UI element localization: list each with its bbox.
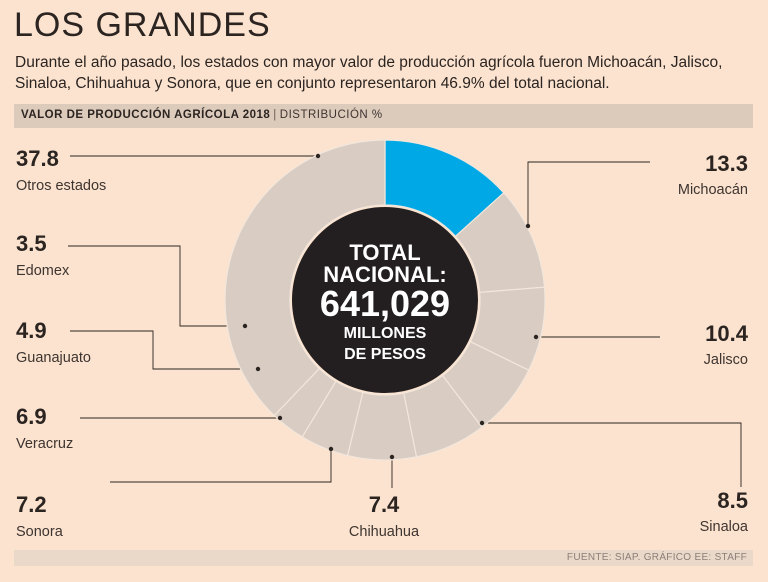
category-label-sinaloa: Sinaloa (700, 519, 749, 535)
value-label-jalisco: 10.4 (705, 321, 749, 346)
leader-dots (242, 153, 539, 460)
leader-line-sinaloa (482, 422, 742, 487)
center-line1: TOTAL (349, 240, 420, 265)
chart-header-separator: | (273, 109, 277, 121)
chart-title: LOS GRANDES (14, 6, 271, 44)
center-value: 641,029 (320, 283, 450, 324)
center-line2: NACIONAL: (323, 262, 446, 287)
leader-dot-chihuahua (389, 454, 395, 460)
chart-header-subtitle: DISTRIBUCIÓN % (279, 109, 383, 121)
category-label-otros-estados: Otros estados (16, 178, 106, 194)
value-label-sonora: 7.2 (16, 492, 47, 517)
leader-line-guanajuato (70, 330, 258, 370)
leader-dot-edomex (242, 323, 248, 329)
chart-header-text: VALOR DE PRODUCCIÓN AGRÍCOLA 2018 | DISTRI… (21, 109, 383, 121)
leader-dot-jalisco (533, 334, 539, 340)
center-line3: MILLONES (344, 325, 427, 342)
value-label-sinaloa: 8.5 (717, 488, 748, 513)
leader-line-edomex (68, 245, 245, 327)
leader-lines (68, 155, 742, 488)
category-label-edomex: Edomex (16, 263, 70, 279)
value-label-chihuahua: 7.4 (369, 492, 400, 517)
leader-dot-sinaloa (479, 420, 485, 426)
category-label-michoacan: Michoacán (678, 182, 748, 198)
leader-dot-veracruz (277, 415, 283, 421)
footer-band: FUENTE: SIAP. GRÁFICO EE: STAFF (14, 550, 753, 566)
leader-line-sonora (110, 449, 332, 483)
center-line4: DE PESOS (344, 346, 426, 363)
leader-dot-michoacan (525, 223, 531, 229)
category-label-jalisco: Jalisco (704, 352, 748, 368)
category-label-chihuahua: Chihuahua (349, 524, 420, 540)
leader-dot-otros-estados (315, 153, 321, 159)
leader-dot-guanajuato (255, 366, 261, 372)
value-label-guanajuato: 4.9 (16, 318, 47, 343)
center-circle (292, 207, 478, 393)
category-label-sonora: Sonora (16, 524, 64, 540)
source-note: FUENTE: SIAP. GRÁFICO EE: STAFF (566, 552, 747, 563)
chart-header-title: VALOR DE PRODUCCIÓN AGRÍCOLA 2018 (21, 109, 271, 121)
slice-labels: 13.3 Michoacán 10.4 Jalisco 8.5 Sinaloa 7.4 Chi… (16, 146, 749, 540)
value-label-edomex: 3.5 (16, 231, 47, 256)
leader-line-michoacan (527, 161, 650, 226)
leader-dot-sonora (328, 446, 334, 452)
category-label-guanajuato: Guanajuato (16, 350, 91, 366)
slice-otros-estados (224, 139, 386, 417)
category-label-veracruz: Veracruz (16, 436, 73, 452)
chart-subtitle: Durante el año pasado, los estados con m… (15, 54, 723, 92)
donut-slices (224, 139, 546, 461)
chart-header-band: VALOR DE PRODUCCIÓN AGRÍCOLA 2018 | DISTRI… (14, 104, 753, 128)
value-label-veracruz: 6.9 (16, 404, 47, 429)
value-label-otros-estados: 37.8 (16, 146, 59, 171)
value-label-michoacan: 13.3 (705, 151, 748, 176)
